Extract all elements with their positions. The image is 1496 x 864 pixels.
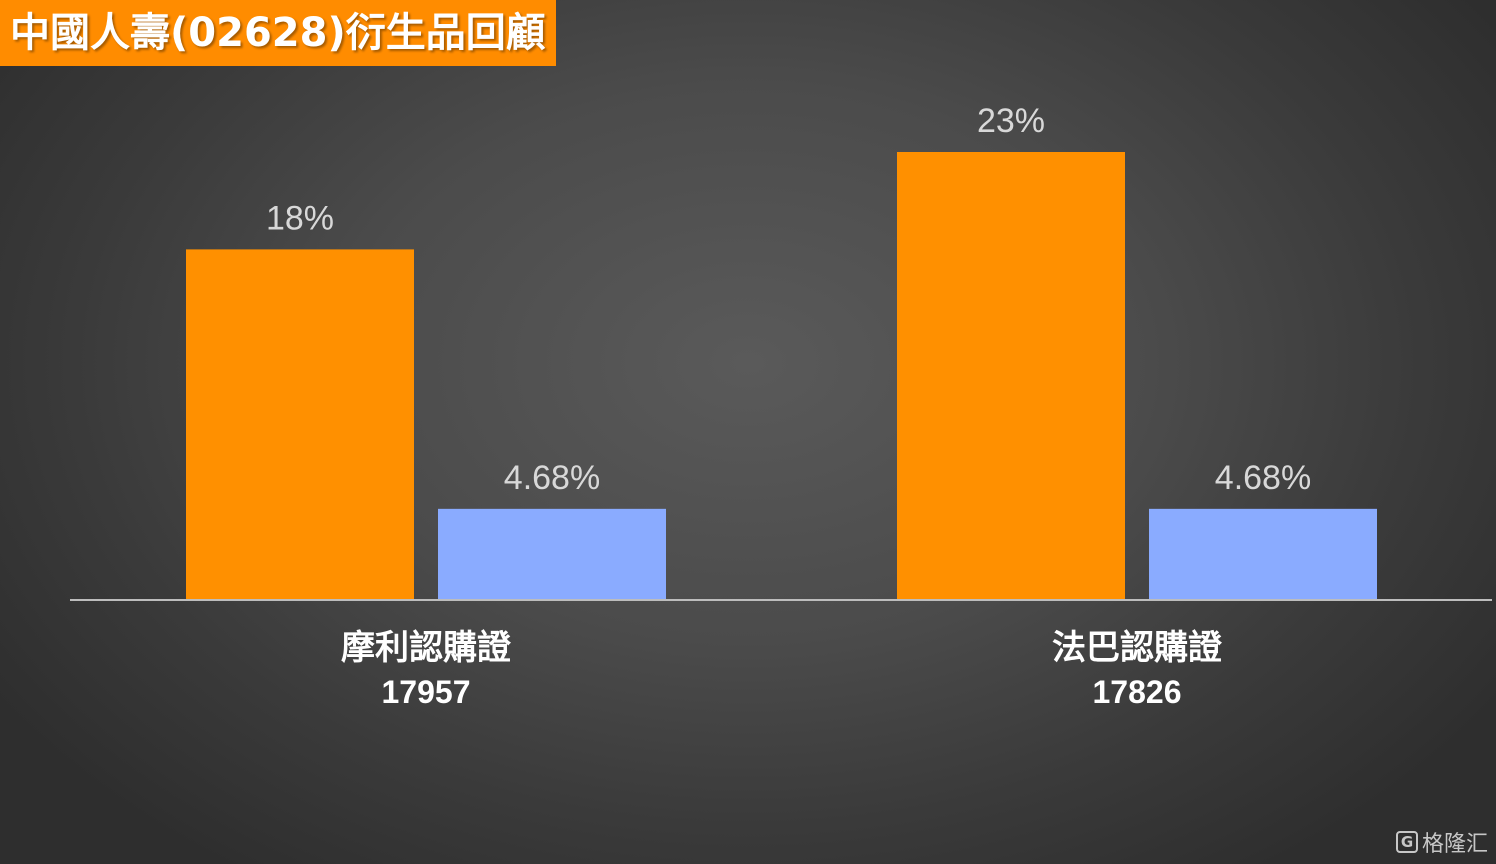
- category-code-1: 17957: [382, 674, 471, 710]
- data-label-secondary-2: 4.68%: [1215, 459, 1311, 497]
- category-code-2: 17826: [1093, 674, 1182, 710]
- chart-title: 中國人壽(02628)衍生品回顧: [0, 0, 556, 66]
- category-label-2: 法巴認購證: [1052, 628, 1223, 668]
- bar-primary-2: [897, 152, 1125, 600]
- watermark-logo-icon: G: [1395, 831, 1418, 853]
- data-label-primary-1: 18%: [266, 199, 334, 237]
- data-label-primary-2: 23%: [977, 102, 1045, 140]
- bar-secondary-1: [438, 508, 666, 600]
- bar-secondary-2: [1149, 508, 1377, 600]
- bar-primary-1: [186, 249, 414, 601]
- data-label-secondary-1: 4.68%: [504, 459, 600, 497]
- category-label-1: 摩利認購證: [341, 628, 512, 668]
- watermark-text: 格隆汇: [1421, 832, 1488, 857]
- watermark: G 格隆汇: [1395, 826, 1488, 858]
